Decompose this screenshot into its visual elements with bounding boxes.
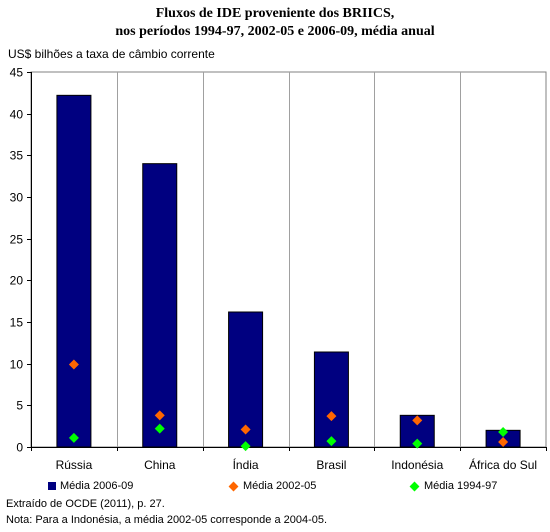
footnote: Nota: Para a Indonésia, a média 2002-05 … [6,514,328,526]
x-tick-label: África do Sul [469,457,537,472]
y-tick-label: 25 [10,233,24,247]
diamond-marker [412,415,423,426]
legend-item-1994: Média 1994-97 [409,480,497,492]
legend-item-2002: Média 2002-05 [228,480,316,492]
diamond-marker [498,437,509,447]
diamond-marker [68,432,79,443]
legend-label-2002: Média 2002-05 [243,480,317,492]
diamond-marker [326,411,337,422]
x-tick-label: Indonésia [391,458,443,472]
x-tick-label: Rússia [56,458,93,472]
bar [313,351,349,448]
diamond-marker [240,441,251,452]
y-tick-label: 5 [16,399,23,413]
y-tick-label: 15 [10,316,24,330]
bar [56,94,92,448]
diamond-marker [68,359,79,370]
legend-diamond-icon [409,481,420,492]
diamond-marker [154,423,165,434]
diamond-marker [326,436,337,447]
y-axis-units-label: US$ bilhões a taxa de câmbio corrente [8,47,215,61]
legend-diamond-icon [228,481,239,492]
y-tick-label: 45 [10,66,24,80]
chart-title-line1: Fluxos de IDE proveniente dos BRIICS, [155,6,395,21]
diamond-marker [154,410,165,421]
legend-label-1994: Média 1994-97 [424,480,498,492]
plot-frame [30,71,547,448]
x-tick-label: Índia [233,457,259,472]
bar [142,163,178,448]
y-tick-label: 35 [10,149,24,163]
y-tick-label: 40 [10,108,24,122]
y-tick-label: 30 [10,191,24,205]
diamond-marker [240,424,251,435]
x-tick-label: Brasil [316,458,346,472]
y-tick-label: 10 [10,358,24,372]
legend-item-2006: Média 2006-09 [48,480,133,492]
x-tick-label: China [144,458,176,472]
source-note: Extraído de OCDE (2011), p. 27. [6,498,165,510]
diamond-marker [498,427,509,437]
chart-title-line2: nos períodos 1994-97, 2002-05 e 2006-09,… [115,24,435,39]
y-tick-label: 0 [16,441,23,455]
chart-plot: 0 5 10 15 20 25 30 35 40 45 Rússia China Índia Brasil… [10,66,547,472]
y-tick-label: 20 [10,274,24,288]
diamond-marker [412,438,423,449]
legend-label-2006: Média 2006-09 [60,480,134,492]
legend-square-icon [48,482,56,491]
